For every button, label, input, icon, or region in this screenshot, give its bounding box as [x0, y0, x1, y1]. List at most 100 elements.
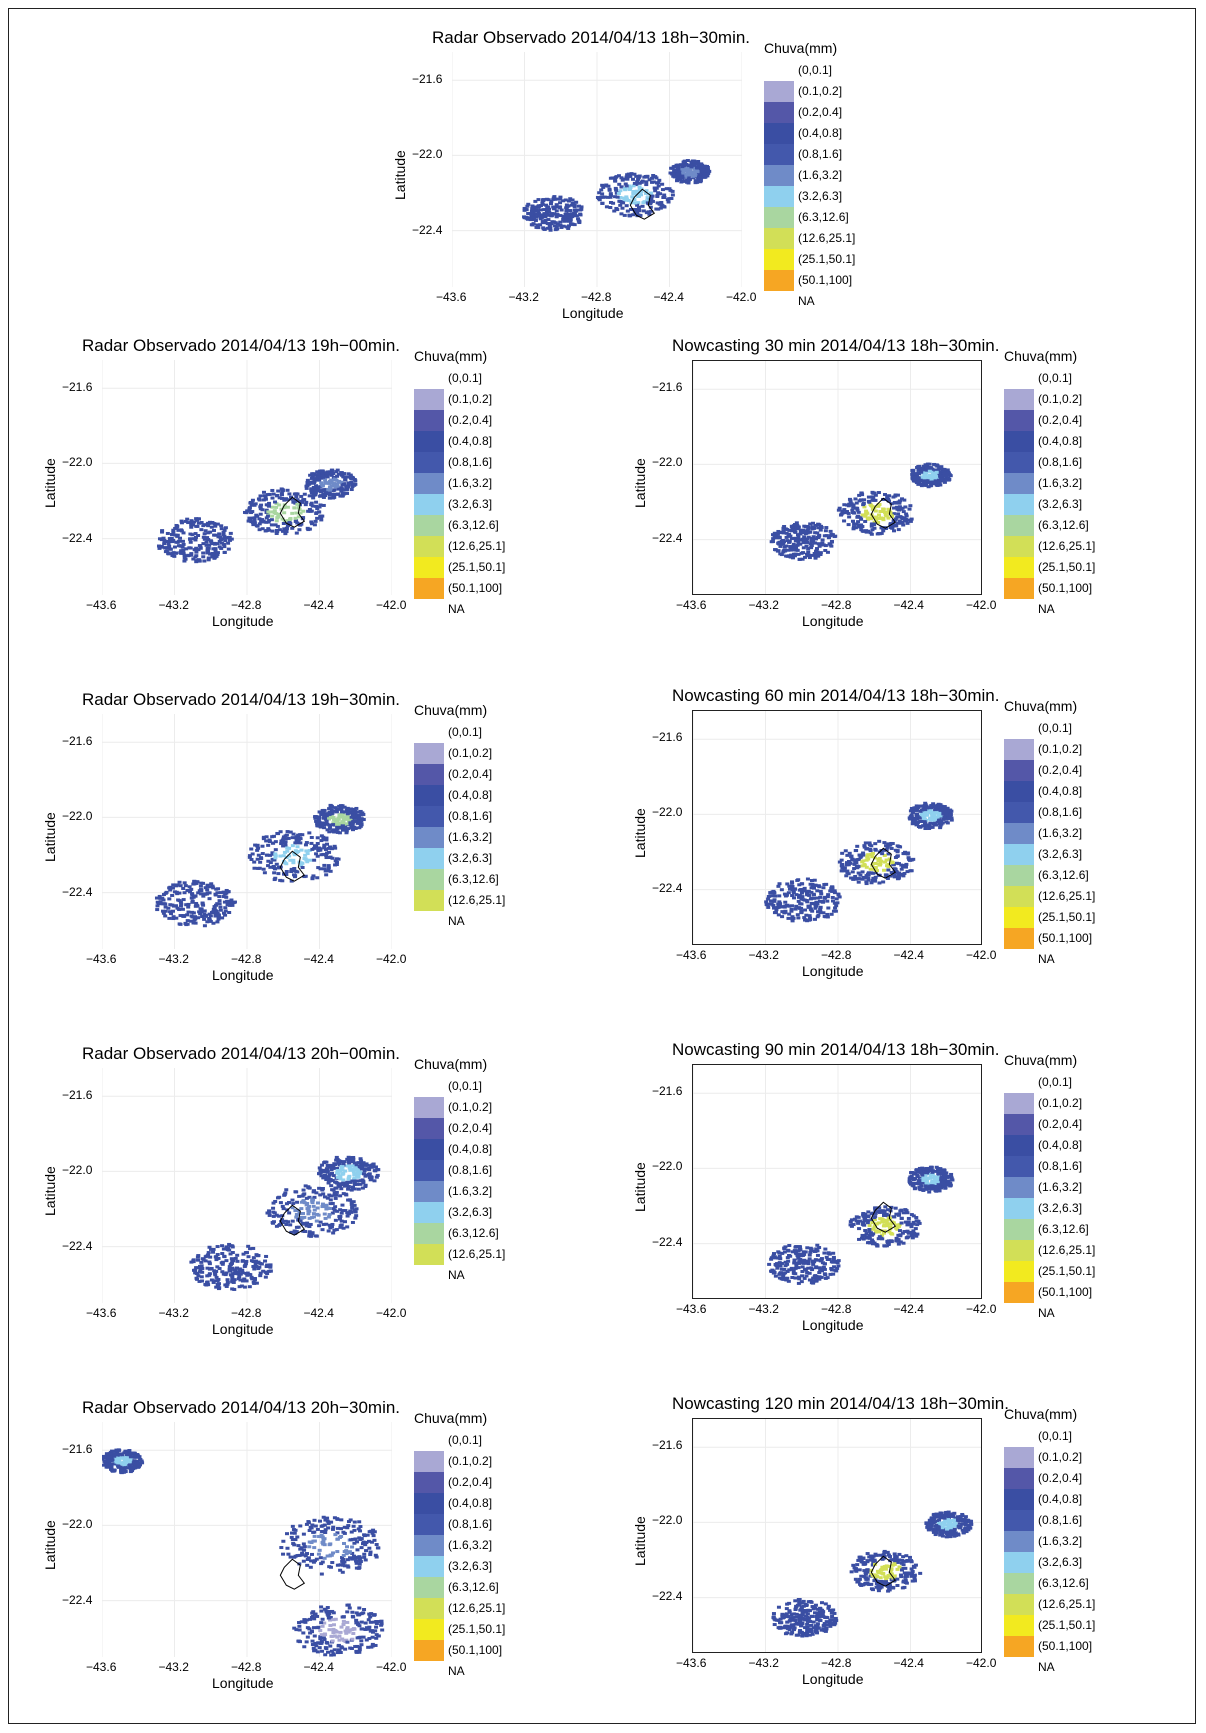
legend-label: (3.2,6.3] [448, 851, 493, 865]
rain-pixel [207, 897, 212, 901]
rain-pixel [199, 528, 204, 532]
rain-pixel [882, 1212, 887, 1216]
rain-pixel [914, 808, 919, 812]
rain-pixel [244, 1279, 249, 1283]
rain-pixel [189, 525, 194, 529]
basin-outline [870, 1201, 897, 1233]
rain-pixel [572, 211, 577, 215]
rain-pixel [206, 531, 211, 535]
rain-pixel [642, 175, 647, 179]
x-tick-label: −42.0 [726, 290, 757, 304]
rain-pixel [867, 1229, 872, 1233]
rain-pixel [249, 503, 254, 507]
rain-pixel [321, 1176, 326, 1180]
rain-pixel [802, 889, 807, 893]
rain-pixel [248, 501, 253, 505]
rain-pixel [662, 195, 667, 199]
legend-label: (0.1,0.2] [798, 84, 843, 98]
rain-pixel [771, 1254, 776, 1258]
rain-pixel [250, 498, 255, 502]
rain-pixel [318, 494, 323, 498]
rain-pixel [773, 1274, 778, 1278]
rain-pixel [196, 1258, 201, 1262]
rain-pixel [830, 895, 835, 899]
rain-pixel [807, 556, 812, 560]
rain-pixel [277, 503, 282, 507]
rain-pixel [312, 858, 317, 862]
rain-pixel [196, 891, 201, 895]
rain-pixel [224, 1259, 229, 1263]
rain-pixel [300, 833, 305, 837]
rain-pixel [217, 895, 222, 899]
legend-label: (12.6,25.1] [1038, 539, 1096, 553]
rain-pixel [837, 860, 842, 864]
rain-pixel [249, 1275, 254, 1279]
rain-pixel [564, 208, 569, 212]
rain-pixel [299, 522, 304, 526]
rain-pixel [333, 846, 338, 850]
rain-pixel [288, 830, 293, 834]
rain-pixel [264, 1254, 269, 1258]
rain-pixel [915, 1232, 920, 1236]
rain-pixel [235, 1253, 240, 1257]
rain-pixel [864, 880, 869, 884]
rain-pixel [849, 1218, 854, 1222]
rain-pixel [854, 849, 859, 853]
rain-pixel [187, 885, 192, 889]
rain-pixel [327, 496, 332, 500]
legend-title: Chuva(mm) [1004, 348, 1078, 364]
rain-pixel [914, 1181, 919, 1185]
rain-pixel [215, 522, 220, 526]
rain-pixel [917, 1168, 922, 1172]
rain-pixel [572, 214, 577, 218]
rain-pixel [907, 507, 912, 511]
rain-pixel [192, 882, 197, 886]
rain-pixel [857, 1219, 862, 1223]
rain-pixel [246, 1255, 251, 1259]
rain-pixel [578, 208, 583, 212]
rain-pixel [273, 867, 278, 871]
rain-pixel [345, 806, 350, 810]
legend: Chuva(mm) (0,0.1] (0.1,0.2] (0.2,0.4] (0.4,0… [1004, 698, 1114, 988]
rain-pixel [886, 1242, 891, 1246]
rain-pixel [942, 1174, 947, 1178]
rain-pixel [327, 1223, 332, 1227]
rain-pixel [891, 1215, 896, 1219]
rain-pixel [327, 812, 332, 816]
rain-pixel [845, 869, 850, 873]
legend-color-key [414, 1139, 444, 1160]
rain-pixel [223, 1247, 228, 1251]
rain-pixel [835, 1266, 840, 1270]
rain-pixel [222, 534, 227, 538]
legend-label: (6.3,12.6] [1038, 868, 1089, 882]
x-axis-label: Longitude [212, 1321, 274, 1337]
rain-pixel [615, 195, 620, 199]
rain-pixel [889, 502, 894, 506]
rain-pixel [554, 225, 559, 229]
rain-pixel [186, 910, 191, 914]
rain-pixel [559, 225, 564, 229]
rain-pixel [289, 879, 294, 883]
rain-pixel [270, 1221, 275, 1225]
rain-pixel [876, 859, 881, 863]
rain-pixel [532, 213, 537, 217]
rain-pixel [345, 1164, 350, 1168]
rain-pixel [326, 1181, 331, 1185]
rain-pixel [799, 902, 804, 906]
rain-pixel [886, 497, 891, 501]
rain-pixel [311, 485, 316, 489]
rain-pixel [921, 817, 926, 821]
rain-pixel [307, 848, 312, 852]
rain-pixel [316, 489, 321, 493]
rain-pixel [324, 856, 329, 860]
legend-label: (0,0.1] [448, 725, 483, 739]
rain-pixel [873, 848, 878, 852]
rain-pixel [887, 508, 892, 512]
rain-pixel [576, 217, 581, 221]
rain-pixel [198, 1268, 203, 1272]
rain-pixel [917, 1166, 922, 1170]
rain-pixel [243, 1263, 248, 1267]
rain-pixel [285, 849, 290, 853]
rain-pixel [871, 1211, 876, 1215]
rain-pixel [854, 865, 859, 869]
